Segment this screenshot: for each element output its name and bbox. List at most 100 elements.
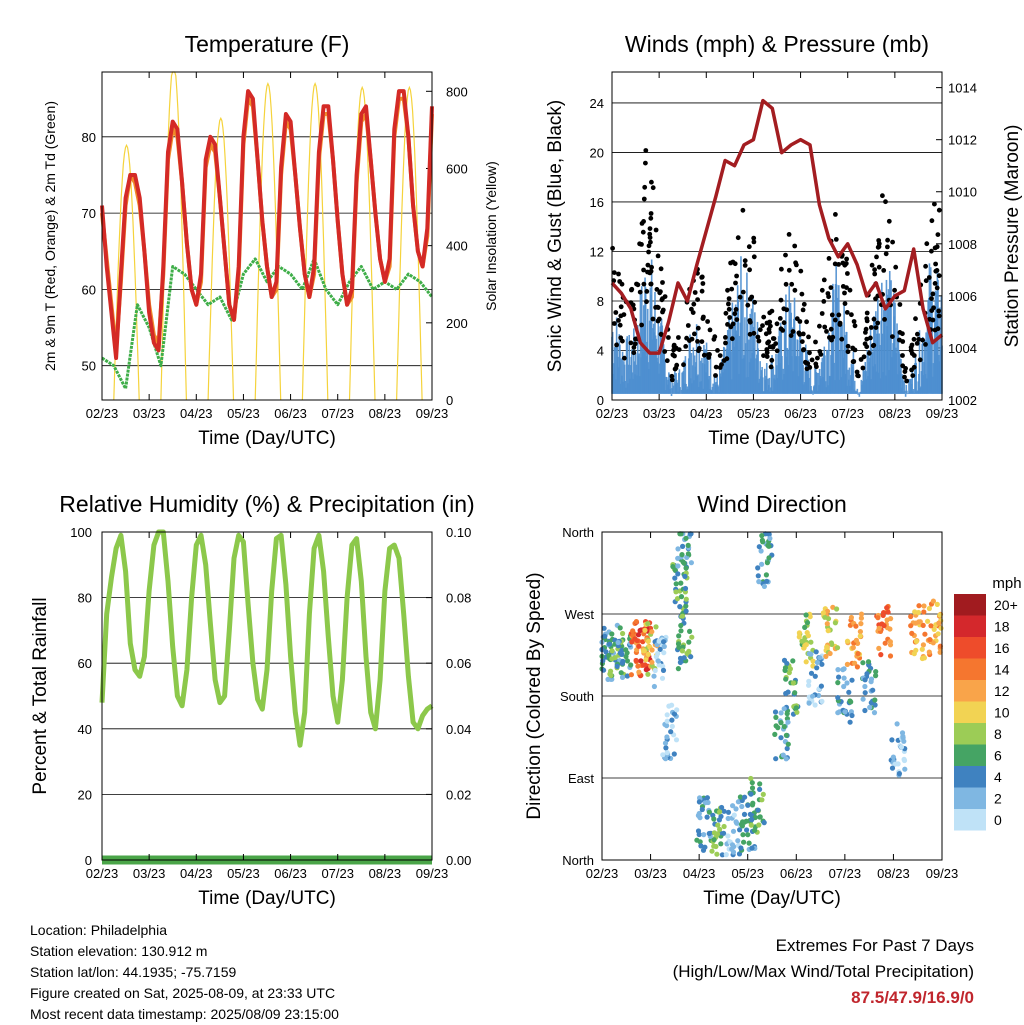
direction-point (683, 535, 689, 541)
direction-point (619, 660, 626, 666)
direction-point (713, 843, 719, 850)
direction-point (624, 658, 631, 664)
y-tick-label: 20 (590, 145, 604, 160)
gust-point (790, 329, 796, 334)
direction-point (849, 677, 855, 683)
direction-point (908, 613, 914, 620)
gust-point (813, 361, 819, 367)
direction-point (835, 710, 841, 716)
direction-point (674, 596, 681, 602)
direction-point (741, 839, 747, 845)
y-tick-label: 8 (597, 294, 604, 309)
gust-point (646, 243, 652, 249)
direction-point (793, 705, 799, 711)
direction-point (628, 662, 634, 668)
gust-point (647, 231, 653, 237)
gust-point (890, 239, 895, 245)
gust-point (724, 356, 730, 362)
gust-point (747, 318, 753, 323)
direction-point (773, 714, 779, 721)
gust-point (817, 349, 823, 354)
gust-point (885, 244, 890, 250)
y-tick-label: 70 (82, 206, 96, 221)
gust-point (897, 337, 902, 343)
direction-point (619, 674, 626, 681)
gust-point (647, 235, 653, 241)
direction-point (645, 671, 651, 677)
direction-point (823, 653, 829, 660)
insolation-curve (207, 116, 235, 401)
direction-point (853, 637, 860, 643)
y-tick-label: 0 (597, 393, 604, 408)
direction-point (640, 662, 647, 668)
direction-point (844, 680, 850, 686)
direction-point (778, 735, 784, 741)
direction-point (636, 643, 642, 649)
gust-point (726, 296, 732, 301)
direction-point (662, 740, 669, 746)
legend-swatch (954, 787, 986, 809)
direction-point (836, 674, 842, 680)
direction-point (606, 641, 613, 647)
direction-point (913, 638, 920, 645)
direction-point (876, 645, 882, 652)
gust-point (885, 237, 890, 243)
direction-point (902, 766, 908, 772)
direction-point (706, 809, 713, 815)
gust-point (864, 344, 870, 350)
direction-point (642, 627, 648, 633)
gust-point (902, 374, 907, 380)
direction-point (784, 711, 790, 717)
direction-point (807, 614, 813, 620)
elevation-text: Station elevation: 130.912 m (30, 943, 208, 959)
y2-tick-label: 0.02 (446, 787, 471, 802)
gust-point (631, 350, 637, 356)
direction-point (937, 612, 943, 618)
direction-point (756, 544, 762, 550)
insolation-curve (301, 81, 329, 401)
gust-point (640, 229, 646, 235)
gust-point (649, 264, 654, 270)
direction-point (643, 667, 649, 673)
x-tick-label: 04/23 (180, 406, 213, 421)
direction-point (688, 654, 694, 660)
gust-point (614, 342, 619, 348)
direction-point (609, 648, 615, 654)
direction-point (785, 741, 791, 747)
direction-point (881, 610, 887, 616)
x-tick-label: 07/23 (829, 866, 862, 881)
direction-point (649, 629, 655, 635)
direction-point (892, 761, 898, 767)
gust-point (824, 329, 829, 334)
direction-point (810, 693, 816, 699)
gust-point (672, 353, 677, 359)
direction-point (661, 650, 667, 656)
direction-point (623, 647, 629, 653)
direction-point (675, 666, 682, 672)
direction-point (661, 639, 667, 645)
gust-point (833, 237, 839, 242)
direction-point (858, 615, 865, 621)
gust-point (643, 160, 648, 166)
direction-point (872, 697, 878, 703)
direction-point (898, 744, 905, 750)
humidity-panel: 0 20 40 60 80 100 0.00 0.02 0.04 0.06 0.08 0.10 Rela… (30, 491, 475, 909)
gust-point (911, 353, 917, 358)
direction-point (862, 683, 868, 690)
series-td2m (101, 257, 434, 391)
direction-point (844, 661, 851, 668)
direction-point (682, 585, 689, 592)
gust-point (717, 353, 723, 358)
gust-point (786, 232, 792, 237)
gust-point (817, 323, 822, 329)
direction-point (655, 658, 661, 664)
direction-point (629, 639, 635, 645)
created-text: Figure created on Sat, 2025-08-09, at 23… (30, 985, 336, 1001)
direction-point (802, 643, 808, 649)
direction-point (696, 799, 703, 805)
y2-axis-label: Station Pressure (Maroon) (1002, 125, 1023, 348)
direction-point (760, 791, 766, 798)
x-tick-label: 05/23 (731, 866, 764, 881)
gust-point (797, 319, 803, 324)
gust-point (850, 359, 856, 365)
